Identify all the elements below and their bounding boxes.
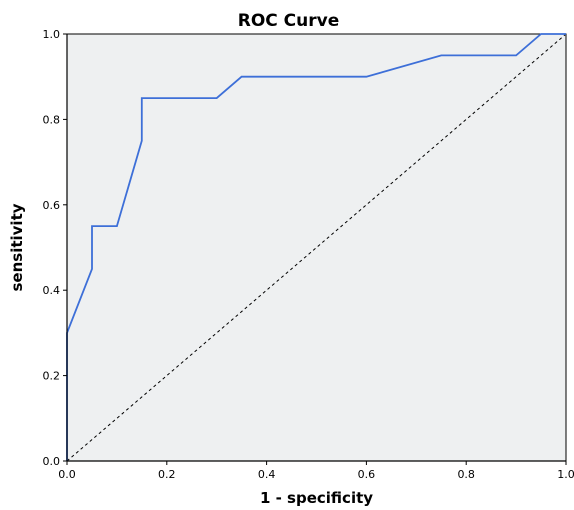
x-tick-label: 1.0 xyxy=(557,468,574,481)
roc-line-layer xyxy=(66,33,566,461)
chart-title: ROC Curve xyxy=(238,11,340,31)
x-tick-label: 0.0 xyxy=(58,468,76,481)
y-axis-label: sensitivity xyxy=(8,203,26,291)
y-tick-label: 0.6 xyxy=(43,199,61,212)
reference-diagonal-line xyxy=(66,33,567,462)
x-axis-label: 1 - specificity xyxy=(260,489,373,507)
reference-line-layer xyxy=(66,33,567,462)
y-tick-label: 0.4 xyxy=(43,284,61,297)
x-axis-ticks: 0.0 0.2 0.4 0.6 0.8 1.0 xyxy=(58,461,574,481)
y-axis-ticks: 0.0 0.2 0.4 0.6 0.8 1.0 xyxy=(43,28,67,468)
y-tick-label: 0.0 xyxy=(43,455,61,468)
roc-curve-line xyxy=(66,33,566,461)
y-tick-label: 0.2 xyxy=(43,370,61,383)
x-tick-label: 0.2 xyxy=(158,468,176,481)
y-tick-label: 0.8 xyxy=(43,113,61,126)
x-tick-label: 0.6 xyxy=(358,468,376,481)
y-tick-label: 1.0 xyxy=(43,28,61,41)
x-tick-label: 0.4 xyxy=(258,468,276,481)
x-tick-label: 0.8 xyxy=(457,468,475,481)
